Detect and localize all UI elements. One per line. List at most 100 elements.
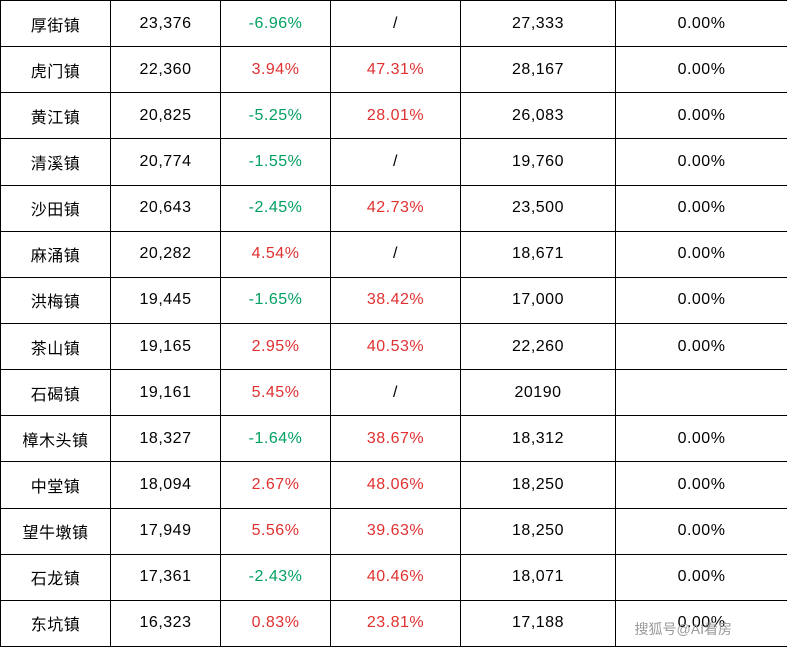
cell-name: 东坑镇 (1, 600, 111, 646)
cell-c5: 19,760 (461, 139, 616, 185)
cell-c2: 19,165 (111, 323, 221, 369)
cell-c6: 0.00% (616, 1, 787, 47)
cell-c3: -1.64% (221, 416, 331, 462)
cell-name: 石碣镇 (1, 370, 111, 416)
cell-c3: -6.96% (221, 1, 331, 47)
cell-c5: 18,250 (461, 508, 616, 554)
cell-c2: 17,361 (111, 554, 221, 600)
cell-c3: -5.25% (221, 93, 331, 139)
cell-c6: 0.00% (616, 231, 787, 277)
table-row: 虎门镇22,3603.94%47.31%28,1670.00% (1, 47, 787, 93)
cell-c4: 28.01% (331, 93, 461, 139)
cell-c2: 20,282 (111, 231, 221, 277)
cell-c4: 48.06% (331, 462, 461, 508)
cell-c6 (616, 370, 787, 416)
cell-c4: / (331, 139, 461, 185)
cell-c5: 17,000 (461, 277, 616, 323)
cell-c2: 18,327 (111, 416, 221, 462)
table-row: 石碣镇19,1615.45%/20190 (1, 370, 787, 416)
cell-c2: 19,161 (111, 370, 221, 416)
cell-c5: 22,260 (461, 323, 616, 369)
cell-c2: 20,774 (111, 139, 221, 185)
cell-c3: -1.65% (221, 277, 331, 323)
table-row: 厚街镇23,376-6.96%/27,3330.00% (1, 1, 787, 47)
cell-name: 石龙镇 (1, 554, 111, 600)
cell-c5: 18,071 (461, 554, 616, 600)
cell-c2: 20,643 (111, 185, 221, 231)
cell-c4: / (331, 1, 461, 47)
cell-name: 樟木头镇 (1, 416, 111, 462)
table-row: 黄江镇20,825-5.25%28.01%26,0830.00% (1, 93, 787, 139)
cell-c3: 2.67% (221, 462, 331, 508)
cell-name: 虎门镇 (1, 47, 111, 93)
cell-c5: 18,312 (461, 416, 616, 462)
table-row: 中堂镇18,0942.67%48.06%18,2500.00% (1, 462, 787, 508)
table-row: 清溪镇20,774-1.55%/19,7600.00% (1, 139, 787, 185)
table-body: 厚街镇23,376-6.96%/27,3330.00%虎门镇22,3603.94… (1, 1, 787, 647)
cell-name: 望牛墩镇 (1, 508, 111, 554)
cell-c5: 23,500 (461, 185, 616, 231)
cell-c2: 17,949 (111, 508, 221, 554)
cell-c5: 18,671 (461, 231, 616, 277)
cell-c3: -1.55% (221, 139, 331, 185)
cell-c5: 26,083 (461, 93, 616, 139)
cell-c4: 39.63% (331, 508, 461, 554)
cell-c3: 5.45% (221, 370, 331, 416)
cell-c3: -2.45% (221, 185, 331, 231)
cell-name: 麻涌镇 (1, 231, 111, 277)
cell-name: 厚街镇 (1, 1, 111, 47)
cell-c5: 18,250 (461, 462, 616, 508)
cell-c4: / (331, 370, 461, 416)
table-row: 望牛墩镇17,9495.56%39.63%18,2500.00% (1, 508, 787, 554)
table-row: 沙田镇20,643-2.45%42.73%23,5000.00% (1, 185, 787, 231)
cell-c6: 0.00% (616, 323, 787, 369)
cell-c6: 0.00% (616, 600, 787, 646)
cell-c5: 20190 (461, 370, 616, 416)
cell-c3: 2.95% (221, 323, 331, 369)
cell-c3: 0.83% (221, 600, 331, 646)
cell-c4: 42.73% (331, 185, 461, 231)
cell-c4: 40.53% (331, 323, 461, 369)
table-row: 石龙镇17,361-2.43%40.46%18,0710.00% (1, 554, 787, 600)
cell-c2: 16,323 (111, 600, 221, 646)
cell-c2: 19,445 (111, 277, 221, 323)
cell-c6: 0.00% (616, 185, 787, 231)
cell-c4: 23.81% (331, 600, 461, 646)
table-row: 樟木头镇18,327-1.64%38.67%18,3120.00% (1, 416, 787, 462)
cell-c4: 40.46% (331, 554, 461, 600)
table-row: 东坑镇16,3230.83%23.81%17,1880.00% (1, 600, 787, 646)
cell-c3: 5.56% (221, 508, 331, 554)
cell-c4: 47.31% (331, 47, 461, 93)
cell-c2: 18,094 (111, 462, 221, 508)
cell-c4: / (331, 231, 461, 277)
cell-c3: -2.43% (221, 554, 331, 600)
cell-c6: 0.00% (616, 462, 787, 508)
cell-c5: 28,167 (461, 47, 616, 93)
cell-c6: 0.00% (616, 47, 787, 93)
cell-name: 黄江镇 (1, 93, 111, 139)
cell-name: 洪梅镇 (1, 277, 111, 323)
cell-c4: 38.42% (331, 277, 461, 323)
cell-c6: 0.00% (616, 277, 787, 323)
cell-c2: 22,360 (111, 47, 221, 93)
cell-c2: 23,376 (111, 1, 221, 47)
data-table: 厚街镇23,376-6.96%/27,3330.00%虎门镇22,3603.94… (0, 0, 787, 647)
table-row: 麻涌镇20,2824.54%/18,6710.00% (1, 231, 787, 277)
cell-name: 沙田镇 (1, 185, 111, 231)
cell-name: 清溪镇 (1, 139, 111, 185)
cell-name: 中堂镇 (1, 462, 111, 508)
cell-c5: 17,188 (461, 600, 616, 646)
cell-c6: 0.00% (616, 139, 787, 185)
cell-c3: 4.54% (221, 231, 331, 277)
cell-name: 茶山镇 (1, 323, 111, 369)
cell-c4: 38.67% (331, 416, 461, 462)
table-row: 洪梅镇19,445-1.65%38.42%17,0000.00% (1, 277, 787, 323)
table-row: 茶山镇19,1652.95%40.53%22,2600.00% (1, 323, 787, 369)
cell-c6: 0.00% (616, 554, 787, 600)
cell-c6: 0.00% (616, 508, 787, 554)
cell-c6: 0.00% (616, 416, 787, 462)
cell-c5: 27,333 (461, 1, 616, 47)
cell-c3: 3.94% (221, 47, 331, 93)
cell-c2: 20,825 (111, 93, 221, 139)
cell-c6: 0.00% (616, 93, 787, 139)
